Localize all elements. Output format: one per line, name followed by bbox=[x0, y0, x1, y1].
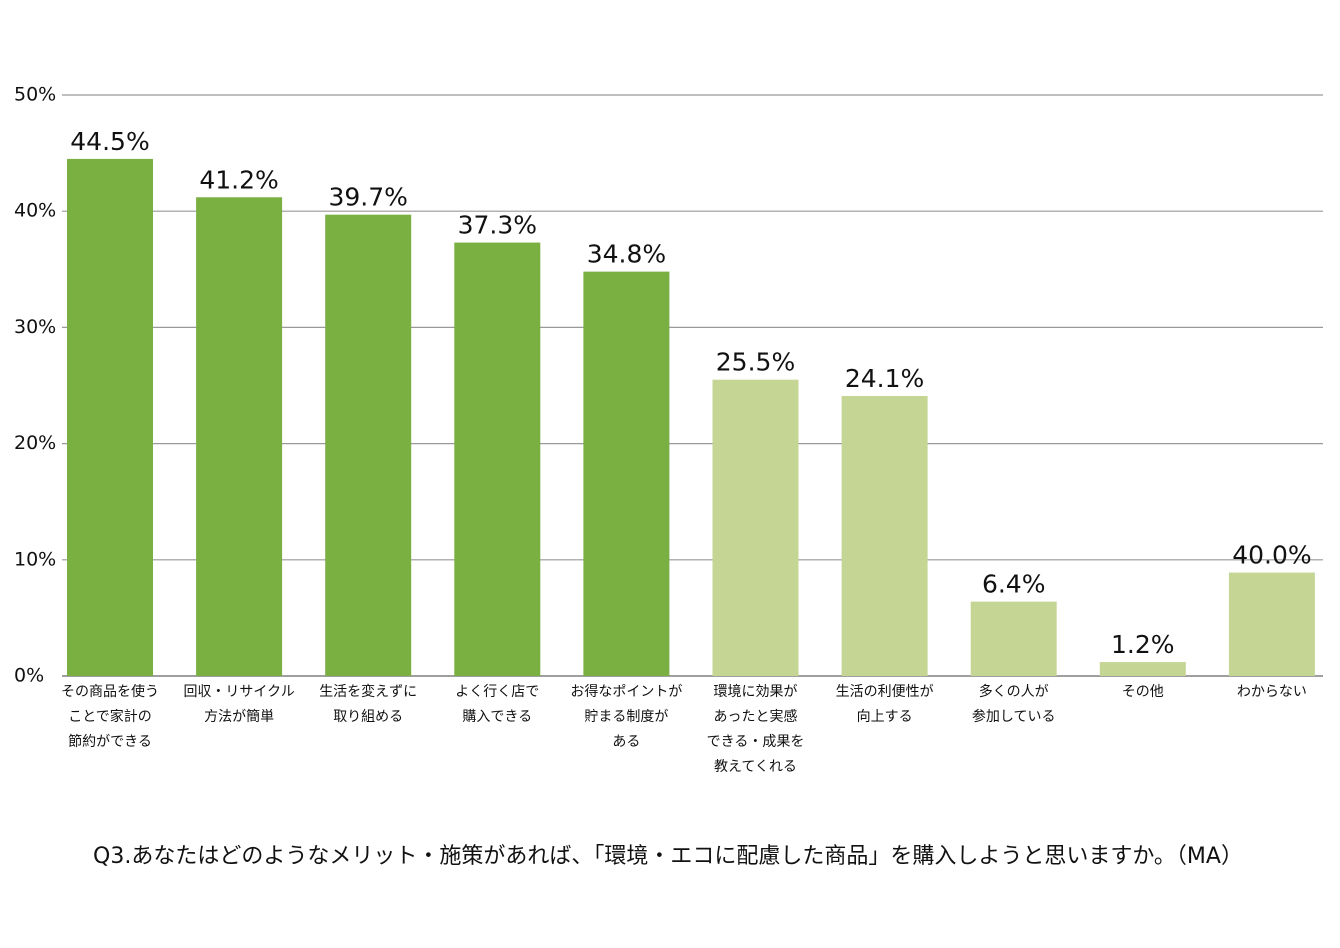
bar bbox=[841, 395, 928, 676]
x-tick-label-line: お得なポイントが bbox=[570, 683, 682, 700]
y-tick-label: 20% bbox=[14, 432, 56, 454]
value-label: 41.2% bbox=[199, 165, 278, 194]
x-tick-label-line: 向上する bbox=[857, 709, 913, 725]
value-label: 24.1% bbox=[845, 364, 924, 393]
x-tick-label: 多くの人が参加している bbox=[972, 683, 1056, 725]
x-tick-label: 回収・リサイクル方法が簡単 bbox=[183, 684, 294, 725]
x-tick-label-line: 貯まる制度が bbox=[584, 709, 668, 725]
x-tick-label: その他 bbox=[1122, 684, 1164, 700]
x-tick-label-line: ある bbox=[612, 734, 640, 750]
x-tick-label-line: わからない bbox=[1237, 684, 1307, 700]
x-tick-label-line: 参加している bbox=[972, 708, 1056, 725]
x-tick-label-line: 生活を変えずに bbox=[319, 683, 417, 700]
x-tick-label-line: あったと実感 bbox=[714, 708, 798, 725]
bar bbox=[67, 158, 153, 676]
y-tick-label: 30% bbox=[14, 316, 56, 338]
x-tick-label: 環境に効果があったと実感できる・成果を教えてくれる bbox=[707, 684, 805, 775]
x-tick-label: 生活の利便性が向上する bbox=[836, 684, 934, 725]
value-label: 40.0% bbox=[1232, 541, 1311, 570]
y-tick-label: 0% bbox=[14, 665, 44, 687]
y-tick-label: 50% bbox=[14, 84, 56, 106]
bar bbox=[583, 271, 670, 676]
chart-title: Q3.あなたはどのようなメリット・施策があれば、「環境・エコに配慮した商品」を購… bbox=[93, 844, 1243, 869]
value-label: 34.8% bbox=[587, 240, 666, 269]
x-tick-label-line: よく行く店で bbox=[455, 684, 539, 700]
x-tick-label: 生活を変えずに取り組める bbox=[319, 683, 417, 725]
x-tick-label-line: 回収・リサイクル bbox=[183, 684, 294, 700]
bar bbox=[1099, 662, 1186, 676]
x-tick-label: よく行く店で購入できる bbox=[455, 684, 539, 725]
x-tick-label-line: 環境に効果が bbox=[714, 684, 798, 700]
x-tick-label-line: その商品を使う bbox=[61, 683, 159, 700]
value-label: 25.5% bbox=[716, 348, 795, 377]
x-tick-label-line: できる・成果を bbox=[707, 734, 805, 750]
bar bbox=[970, 601, 1057, 676]
bar bbox=[1228, 572, 1315, 676]
x-tick-label: お得なポイントが貯まる制度がある bbox=[570, 683, 682, 750]
value-label: 37.3% bbox=[458, 211, 537, 240]
x-tick-label-line: その他 bbox=[1122, 684, 1164, 700]
value-label: 44.5% bbox=[70, 127, 149, 156]
x-tick-label-line: 取り組める bbox=[333, 709, 403, 725]
value-label: 39.7% bbox=[328, 183, 407, 212]
bar bbox=[454, 242, 541, 676]
x-tick-label-line: 節約ができる bbox=[68, 733, 152, 750]
value-label: 1.2% bbox=[1111, 630, 1175, 659]
x-tick-label-line: 教えてくれる bbox=[714, 759, 797, 775]
y-tick-label: 40% bbox=[14, 200, 56, 222]
bar bbox=[325, 214, 412, 676]
x-tick-label: わからない bbox=[1237, 684, 1307, 700]
x-tick-label-line: 方法が簡単 bbox=[204, 709, 274, 725]
x-tick-label: その商品を使うことで家計の節約ができる bbox=[61, 683, 159, 750]
x-tick-label-line: 多くの人が bbox=[979, 683, 1049, 700]
y-tick-label: 10% bbox=[14, 548, 56, 570]
value-label: 6.4% bbox=[982, 570, 1046, 599]
bar bbox=[196, 197, 283, 677]
x-tick-label-line: 購入できる bbox=[462, 709, 532, 725]
x-tick-label-line: ことで家計の bbox=[68, 708, 152, 725]
x-tick-label-line: 生活の利便性が bbox=[836, 684, 934, 700]
bar bbox=[712, 379, 799, 676]
